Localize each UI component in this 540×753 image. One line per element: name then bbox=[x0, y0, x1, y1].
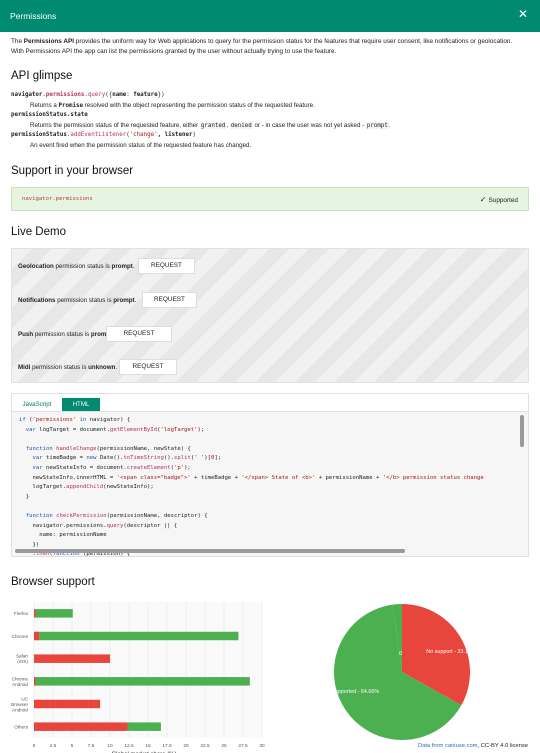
y-tick-label: Browser bbox=[11, 702, 28, 707]
dialog-body: The Permissions API provides the uniform… bbox=[0, 32, 540, 753]
code-editor: JavaScript HTML if ('permissions' in nav… bbox=[11, 393, 529, 557]
heading-support: Support in your browser bbox=[11, 165, 134, 177]
checkmark-icon: ✓ bbox=[479, 195, 487, 204]
bar-segment bbox=[34, 722, 128, 731]
y-tick-label: Android bbox=[12, 707, 28, 712]
heading-api-glimpse: API glimpse bbox=[11, 70, 73, 82]
x-tick-label: 17.5 bbox=[162, 743, 172, 749]
x-tick-label: 10 bbox=[107, 743, 113, 749]
browser-support-charts: 02.557.51012.51517.52022.52527.530Global… bbox=[11, 602, 476, 753]
y-tick-label: Others bbox=[14, 724, 28, 729]
x-tick-label: 7.5 bbox=[88, 743, 95, 749]
bar-segment bbox=[34, 631, 40, 641]
intro-api-name: Permissions API bbox=[23, 38, 74, 45]
request-push-button[interactable]: REQUEST bbox=[106, 326, 172, 342]
pie-slice-label: Supported - 64.66% bbox=[331, 689, 379, 695]
x-tick-label: 25 bbox=[221, 743, 227, 749]
code-line: } bbox=[19, 493, 30, 500]
api-sig-query: navigator.permissions.query({name: featu… bbox=[11, 92, 165, 98]
code-line: if ('permissions' in navigator) { bbox=[19, 417, 131, 423]
request-midi-button[interactable]: REQUEST bbox=[119, 359, 177, 375]
code-line: navigator.permissions.query(descriptor |… bbox=[19, 522, 178, 529]
bar-segment bbox=[35, 677, 250, 686]
api-desc-state: Returns the permission status of the req… bbox=[30, 122, 391, 129]
api-sig-event: permissionStatus.addEventListener('chang… bbox=[11, 132, 197, 138]
support-box: navigator.permissions ✓ Supported bbox=[11, 187, 529, 211]
pie-slice-label: No support - 33.11% bbox=[426, 649, 475, 655]
intro-text-1: provides the uniform way for Web applica… bbox=[74, 38, 513, 45]
live-demo-panel: Geolocation permission status is prompt.… bbox=[11, 248, 529, 383]
code-line: newStateInfo.innerHTML = '<span class="b… bbox=[19, 474, 484, 481]
pie-slice-label: 0 bbox=[399, 651, 402, 657]
heading-live-demo: Live Demo bbox=[11, 226, 66, 238]
tab-html[interactable]: HTML bbox=[62, 398, 100, 411]
x-tick-label: 0 bbox=[33, 743, 36, 749]
pie-slice bbox=[392, 604, 402, 672]
code-line: var timeBadge = new Date().toTimeString(… bbox=[32, 455, 222, 462]
code-line: var newStateInfo = document.createElemen… bbox=[32, 465, 191, 471]
api-sig-state: permissionStatus.state bbox=[11, 112, 88, 118]
heading-browser-support: Browser support bbox=[11, 576, 95, 588]
intro-text-2: With Permissions API the app can list th… bbox=[11, 48, 337, 55]
footer-attribution: Data from caniuse.com, CC-BY 4.0 license bbox=[418, 743, 528, 749]
pie-slice bbox=[402, 604, 470, 706]
permission-row-notifications: Notifications permission status is promp… bbox=[18, 297, 137, 304]
bar-segment bbox=[35, 609, 73, 618]
y-tick-label: Chrome bbox=[12, 676, 29, 681]
x-tick-label: 2.5 bbox=[50, 743, 57, 749]
api-desc-query: Returns a Promise resolved with the obje… bbox=[30, 102, 315, 109]
x-tick-label: 20 bbox=[183, 743, 189, 749]
editor-tabs: JavaScript HTML bbox=[12, 394, 528, 411]
code-line: .then(function (permission) { bbox=[19, 551, 131, 556]
code-line: name: permissionName bbox=[19, 532, 107, 539]
code-line: function handleChange(permissionName, ne… bbox=[25, 445, 191, 452]
request-geolocation-button[interactable]: REQUEST bbox=[138, 258, 195, 274]
caniuse-link[interactable]: Data from caniuse.com bbox=[417, 743, 478, 749]
bar-segment bbox=[34, 609, 36, 618]
intro-lead: The bbox=[11, 38, 24, 45]
permission-row-push: Push permission status is prompt. bbox=[18, 331, 114, 338]
y-tick-label: Firefox bbox=[14, 611, 29, 616]
bar-segment bbox=[34, 699, 101, 709]
horizontal-scrollbar[interactable] bbox=[15, 549, 405, 553]
x-tick-label: 30 bbox=[259, 743, 265, 749]
bar-segment bbox=[34, 654, 110, 663]
support-status-label: Supported bbox=[488, 197, 519, 204]
intro-text: The Permissions API provides the uniform… bbox=[11, 37, 529, 57]
x-tick-label: 27.5 bbox=[238, 743, 248, 749]
tab-javascript[interactable]: JavaScript bbox=[14, 398, 60, 411]
bar-segment bbox=[34, 677, 36, 686]
bar-segment bbox=[127, 722, 161, 731]
y-tick-label: Safari bbox=[16, 654, 28, 659]
dialog-title: Permissions bbox=[10, 11, 57, 21]
code-line: var logTarget = document.getElementById(… bbox=[25, 426, 205, 433]
code-line: function checkPermission(permissionName,… bbox=[25, 513, 208, 519]
y-tick-label: Android bbox=[12, 682, 28, 687]
bar-segment bbox=[39, 631, 239, 641]
y-tick-label: (iOS) bbox=[17, 659, 28, 664]
license-text: , CC-BY 4.0 license bbox=[477, 743, 528, 749]
dialog-header: Permissions ✕ bbox=[0, 0, 540, 32]
permission-row-midi: Midi permission status is unknown. bbox=[18, 364, 118, 371]
api-desc-event: An event fired when the permission statu… bbox=[30, 142, 252, 149]
pie-slice bbox=[334, 604, 462, 740]
x-tick-label: 22.5 bbox=[200, 743, 210, 749]
permission-row-geolocation: Geolocation permission status is prompt. bbox=[18, 263, 135, 270]
code-line: logTarget.appendChild(newStateInfo); bbox=[19, 484, 154, 491]
support-feature: navigator.permissions bbox=[22, 196, 93, 202]
x-tick-label: 12.5 bbox=[124, 743, 134, 749]
y-tick-label: Chrome bbox=[12, 634, 29, 639]
y-tick-label: UC bbox=[21, 696, 28, 701]
x-tick-label: 15 bbox=[145, 743, 151, 749]
request-notifications-button[interactable]: REQUEST bbox=[142, 292, 197, 308]
close-icon[interactable]: ✕ bbox=[517, 7, 528, 21]
support-status: ✓ Supported bbox=[480, 195, 518, 204]
code-line: }) bbox=[19, 541, 40, 548]
code-area[interactable]: if ('permissions' in navigator) { var lo… bbox=[12, 411, 528, 556]
vertical-scrollbar[interactable] bbox=[520, 415, 524, 447]
x-tick-label: 5 bbox=[71, 743, 74, 749]
